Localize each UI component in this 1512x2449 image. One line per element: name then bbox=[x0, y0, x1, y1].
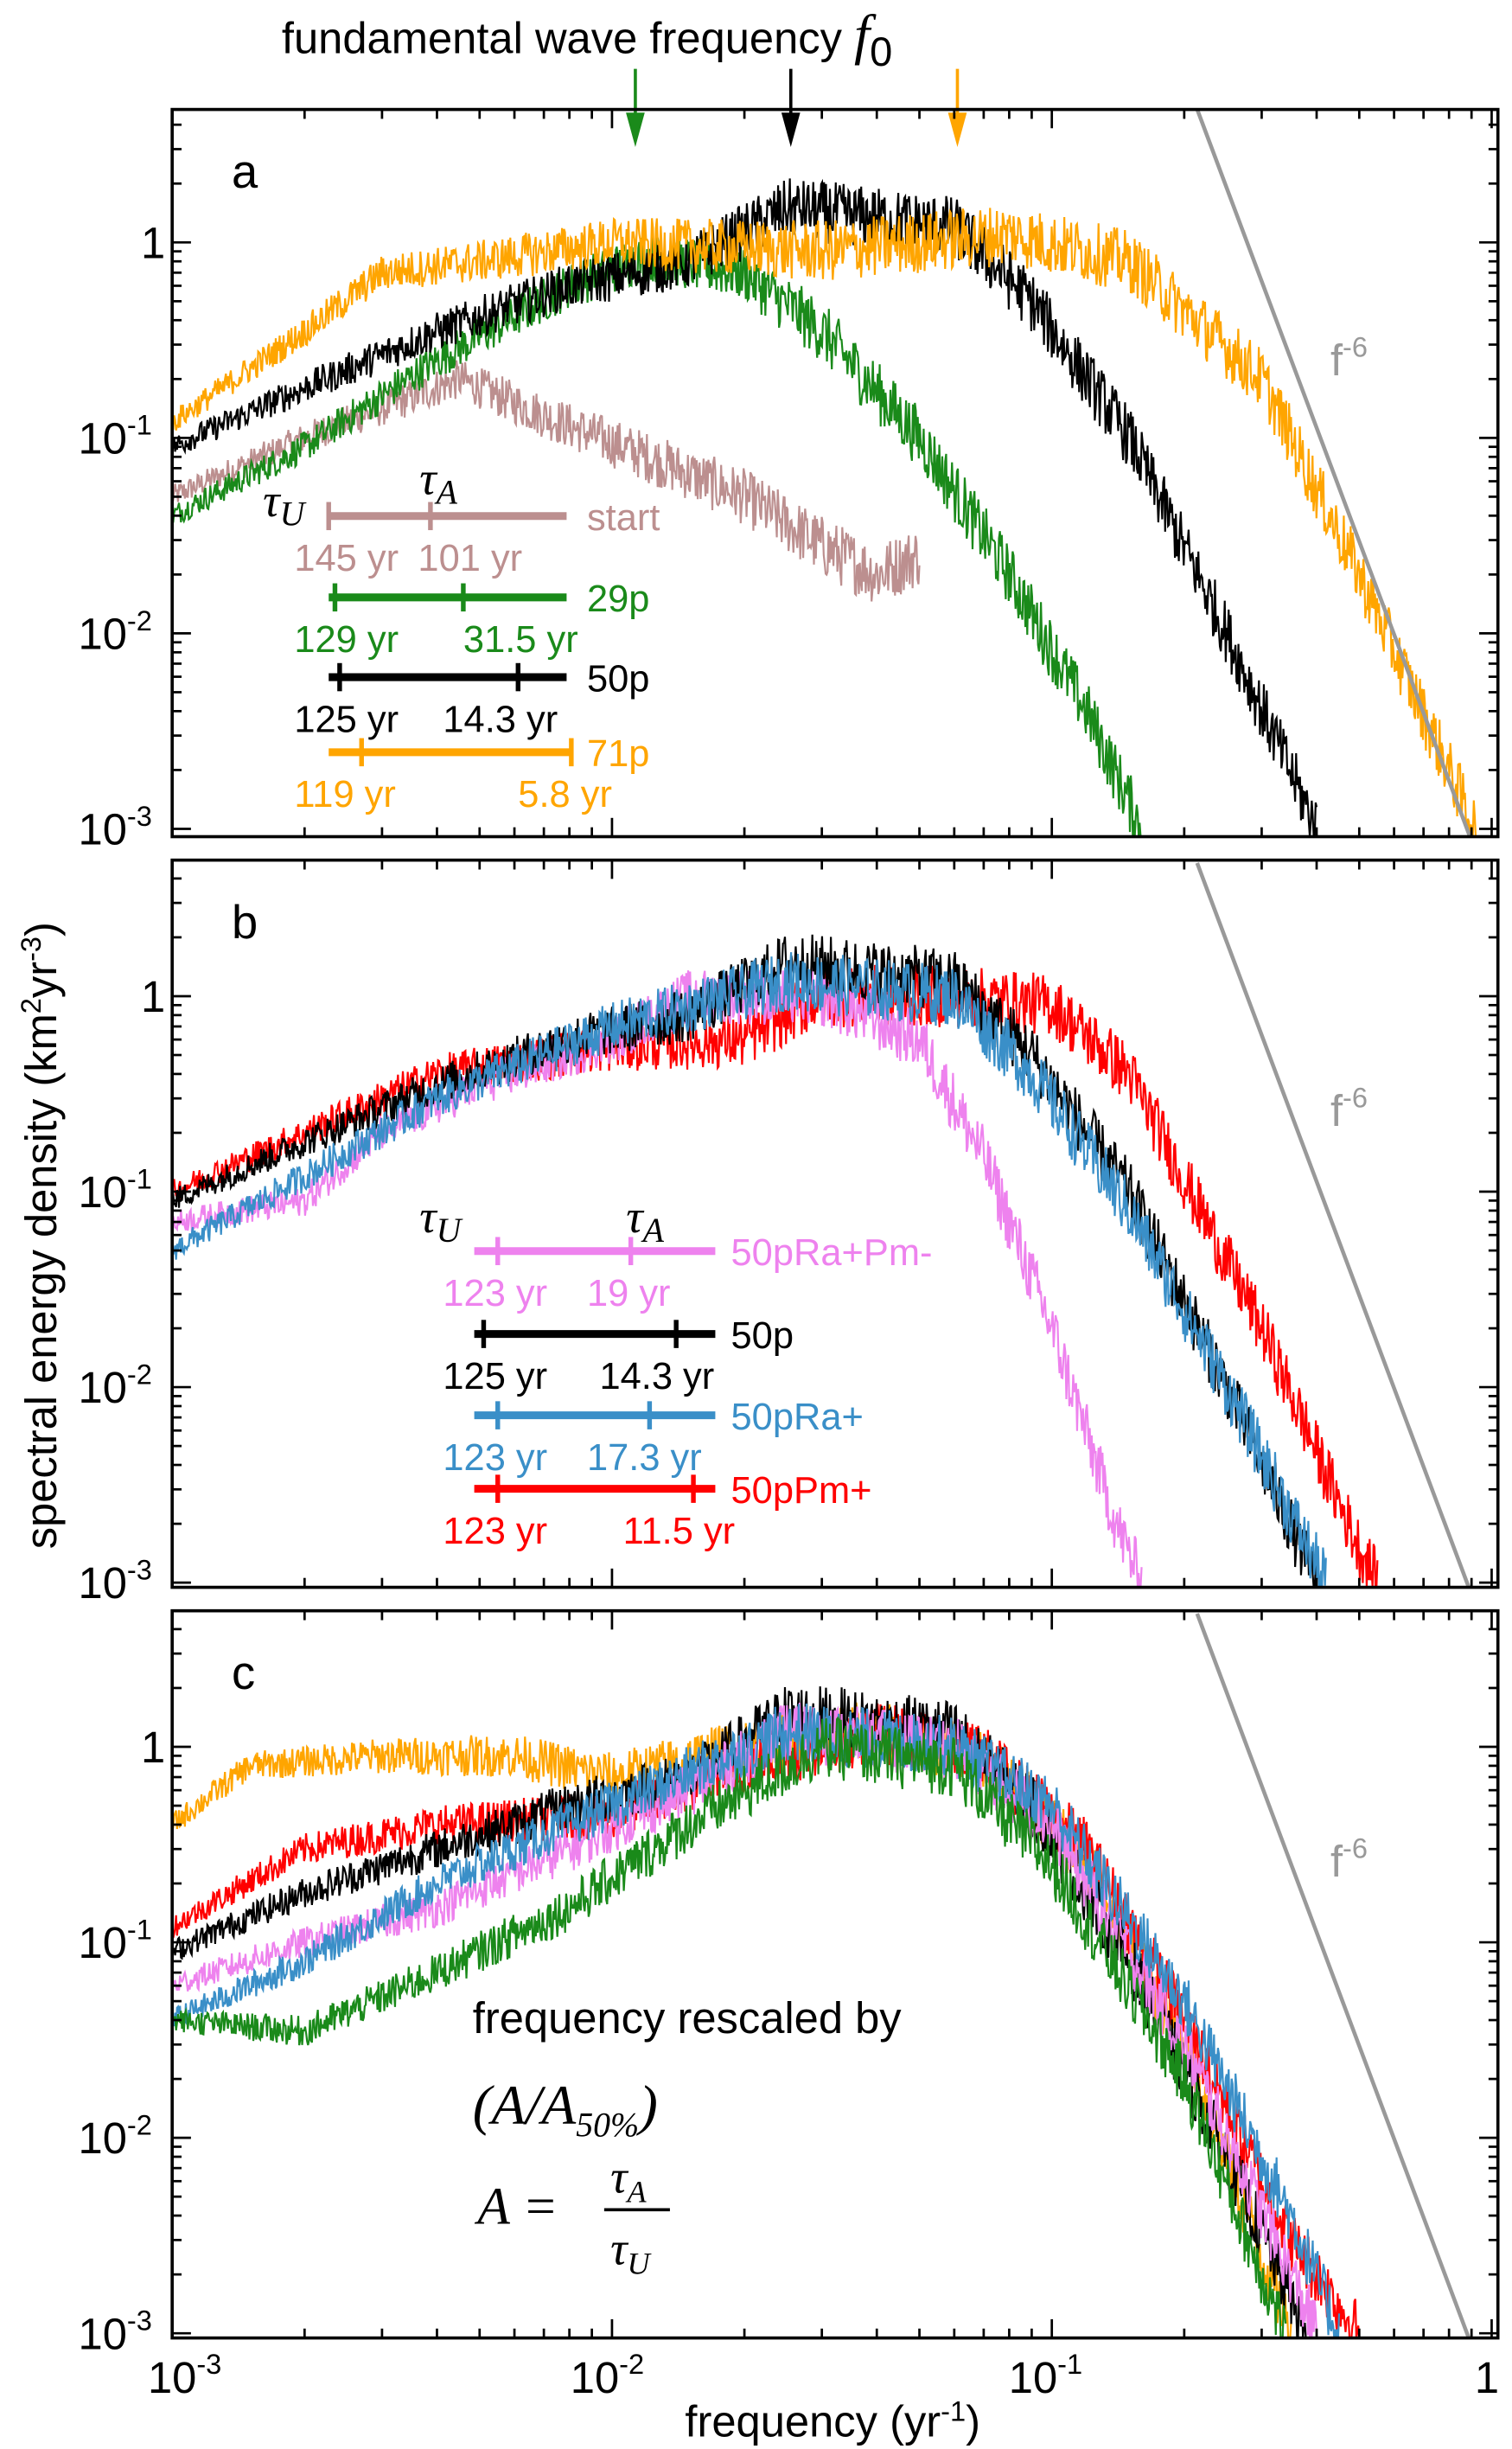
f-minus-6-label: f-6 bbox=[1330, 1832, 1368, 1886]
tau-a-value: 101 yr bbox=[418, 538, 522, 579]
f0-arrowhead bbox=[781, 112, 801, 147]
panel-label: b bbox=[232, 896, 258, 949]
tau-u-value: 125 yr bbox=[294, 699, 399, 740]
series-start bbox=[172, 360, 921, 602]
f-minus-6-line bbox=[1195, 109, 1472, 837]
tau-u-value: 129 yr bbox=[294, 619, 399, 661]
f-minus-6-label: f-6 bbox=[1330, 1082, 1368, 1135]
y-tick-label: 1 bbox=[141, 218, 165, 267]
legend-name: 50pRa+ bbox=[731, 1397, 864, 1438]
x-axis-label: frequency (yr-1) bbox=[685, 2395, 980, 2446]
legend-entry-50pRa+: 50pRa+ 123 yr 17.3 yr bbox=[443, 1397, 863, 1479]
tau-u-value: 145 yr bbox=[294, 538, 399, 579]
panel-label: c bbox=[232, 1647, 255, 1699]
panel-label: a bbox=[232, 145, 258, 198]
legend-entry-50pRa+Pm-: 50pRa+Pm- 123 yr 19 yr bbox=[443, 1232, 932, 1314]
series-50pRa+ bbox=[172, 952, 1327, 1588]
tau-a-value: 31.5 yr bbox=[463, 619, 578, 661]
y-tick-label: 10-1 bbox=[79, 410, 152, 464]
f0-arrowhead bbox=[626, 112, 645, 147]
series-50p bbox=[172, 1686, 1307, 2338]
f-minus-6-line bbox=[1195, 862, 1471, 1588]
panel-c-annotation: frequency rescaled by (A/A50%) A = τA τU bbox=[473, 1993, 903, 2280]
y-tick-label: 1 bbox=[141, 972, 165, 1021]
f0-arrows bbox=[626, 68, 967, 147]
tau-a-symbol: τA bbox=[419, 452, 457, 511]
plot-frame bbox=[170, 1608, 1500, 2340]
y-tick-label: 10-1 bbox=[79, 1163, 152, 1217]
legend-entry-50p: 50p 125 yr 14.3 yr bbox=[294, 658, 649, 740]
legend-entry-29p: 29p 129 yr 31.5 yr bbox=[294, 579, 649, 661]
tau-u-value: 119 yr bbox=[294, 774, 395, 815]
legend-name: start bbox=[587, 497, 660, 539]
legend-name: 71p bbox=[587, 733, 649, 775]
legend-name: 50p bbox=[731, 1315, 794, 1357]
tau-a-value: 14.3 yr bbox=[443, 699, 558, 740]
y-tick-label: 10-2 bbox=[79, 1359, 152, 1412]
y-tick-label: 10-1 bbox=[79, 1914, 152, 1967]
tau-a-value: 5.8 yr bbox=[518, 774, 612, 815]
tau-a-value: 19 yr bbox=[587, 1273, 671, 1314]
legend-entry-71p: 71p 119 yr 5.8 yr bbox=[294, 733, 649, 815]
plot-frame bbox=[170, 107, 1500, 839]
x-tick-labels: 10-3 10-2 10-1 1 bbox=[148, 2349, 1499, 2402]
tau-u-value: 123 yr bbox=[443, 1437, 547, 1479]
y-tick-label: 1 bbox=[141, 1723, 165, 1772]
y-tick-label: 10-3 bbox=[79, 801, 152, 854]
panel-a: f-6 1 10-1 10-2 10-3 a start 145 yr 101 yr 29p 129… bbox=[79, 107, 1500, 854]
tau-a-value: 14.3 yr bbox=[599, 1356, 714, 1397]
legend-entry-start: start 145 yr 101 yr bbox=[294, 497, 660, 579]
tau-a-value: 17.3 yr bbox=[587, 1437, 702, 1479]
rescale-eq-num: τA bbox=[610, 2151, 647, 2209]
legend-name: 50pPm+ bbox=[731, 1470, 872, 1512]
y-tick-label: 10-3 bbox=[79, 1555, 152, 1608]
tau-u-symbol: τU bbox=[263, 475, 306, 534]
rescale-eq-den: τU bbox=[610, 2223, 652, 2281]
series-50p bbox=[172, 934, 1318, 1588]
series-50pRa+ bbox=[172, 1704, 1341, 2338]
legend-entry-50pPm+: 50pPm+ 123 yr 11.5 yr bbox=[443, 1470, 871, 1552]
x-tick-label: 1 bbox=[1475, 2353, 1499, 2402]
y-tick-label: 10-2 bbox=[79, 605, 152, 659]
rescale-eq-lhs: A = bbox=[474, 2177, 558, 2236]
tau-a-value: 11.5 yr bbox=[623, 1511, 736, 1552]
f0-arrowhead bbox=[947, 112, 967, 147]
x-tick-label: 10-3 bbox=[148, 2349, 221, 2402]
f-minus-6-label: f-6 bbox=[1330, 331, 1368, 385]
y-tick-label: 10-3 bbox=[79, 2305, 152, 2359]
rescale-ratio: (A/A50%) bbox=[473, 2075, 658, 2144]
x-tick-label: 10-1 bbox=[1009, 2349, 1082, 2402]
legend-name: 29p bbox=[587, 579, 649, 620]
rescale-note: frequency rescaled by bbox=[473, 1993, 903, 2043]
tau-u-value: 125 yr bbox=[443, 1356, 547, 1397]
y-tick-label: 10-2 bbox=[79, 2110, 152, 2164]
f-minus-6-line bbox=[1195, 1613, 1471, 2338]
plot-frame bbox=[170, 858, 1500, 1589]
y-axis-label: spectral energy density (km2yr-3) bbox=[16, 922, 66, 1549]
legend-name: 50p bbox=[587, 658, 649, 700]
legend-name: 50pRa+Pm- bbox=[731, 1232, 933, 1274]
tau-u-value: 123 yr bbox=[443, 1273, 547, 1314]
series-71p bbox=[172, 208, 1477, 837]
series-29p bbox=[172, 1716, 1287, 2338]
legend-entry-50p: 50p 125 yr 14.3 yr bbox=[443, 1315, 794, 1397]
x-tick-label: 10-2 bbox=[571, 2349, 644, 2402]
tau-a-symbol: τA bbox=[626, 1191, 664, 1250]
tau-u-symbol: τU bbox=[419, 1191, 463, 1250]
panel-c: f-6 1 10-1 10-2 10-3 c bbox=[79, 1608, 1500, 2359]
figure-title: fundamental wave frequency f0 bbox=[282, 4, 892, 74]
tau-u-value: 123 yr bbox=[443, 1511, 547, 1552]
